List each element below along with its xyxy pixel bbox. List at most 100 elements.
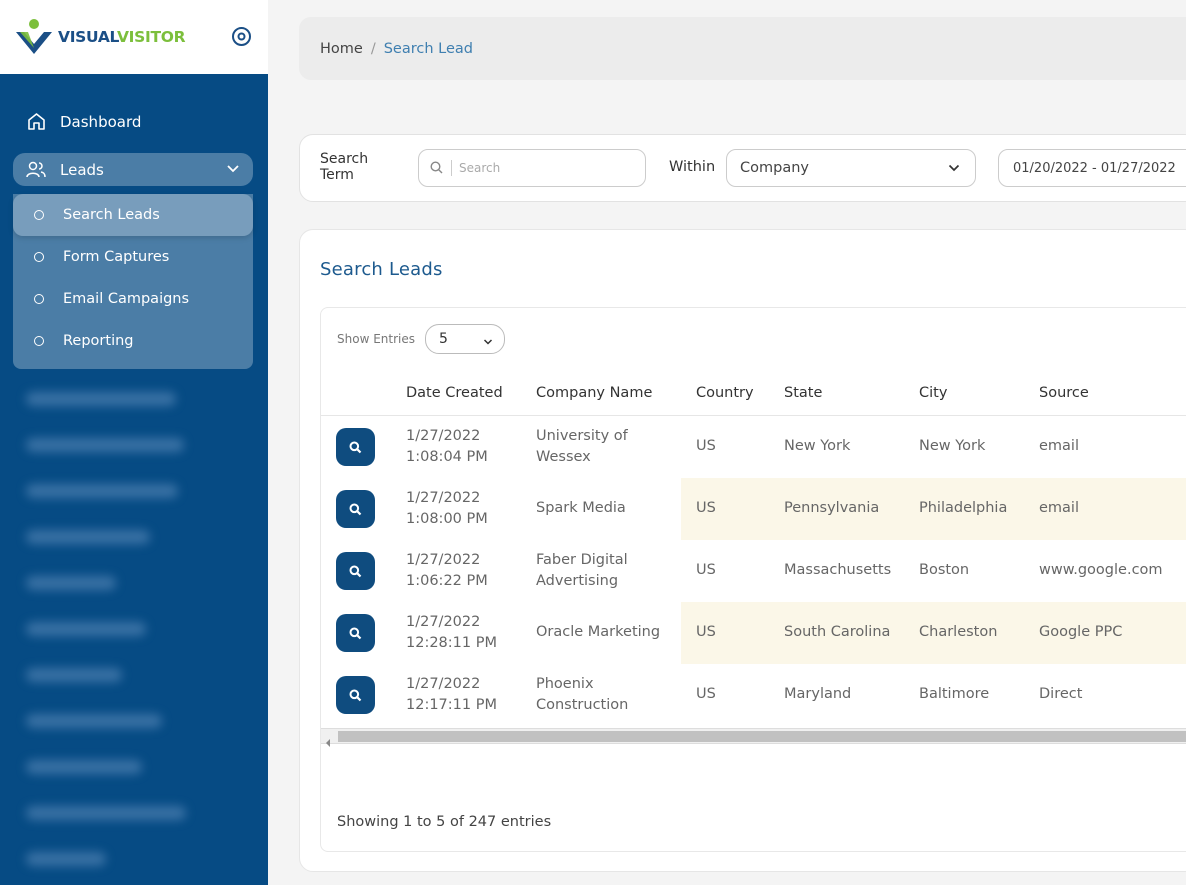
- view-lead-button[interactable]: [336, 676, 375, 714]
- leads-submenu: Search Leads Form Captures Email Campaig…: [13, 194, 253, 369]
- cell-country: US: [696, 438, 716, 454]
- column-header-date-created[interactable]: Date Created: [406, 385, 503, 401]
- cell-city: Philadelphia: [919, 500, 1008, 516]
- cell-source: Google PPC: [1039, 624, 1123, 640]
- brand-name[interactable]: VISUALVISITOR: [58, 28, 186, 46]
- breadcrumb-home-link[interactable]: Home: [320, 40, 363, 57]
- search-icon: [349, 627, 362, 639]
- search-input[interactable]: [459, 161, 619, 175]
- within-label: Within: [669, 159, 716, 175]
- table-row: 1/27/2022 12:17:11 PM Phoenix Constructi…: [321, 664, 1186, 726]
- chevron-down-icon: [483, 335, 493, 351]
- scroll-left-arrow-icon[interactable]: [325, 732, 331, 751]
- leads-table-container: Show Entries 5 Date Created Company Name…: [320, 307, 1186, 852]
- sidebar-item-label: Dashboard: [60, 112, 142, 131]
- table-header: Date Created Company Name Country State …: [321, 370, 1186, 416]
- cell-state: Pennsylvania: [784, 500, 880, 516]
- brand-name-part2: VISITOR: [116, 28, 186, 46]
- within-select[interactable]: Company: [726, 149, 976, 187]
- cell-country: US: [696, 624, 716, 640]
- show-entries-label: Show Entries: [337, 332, 415, 346]
- search-icon: [349, 689, 362, 701]
- search-field[interactable]: [418, 149, 646, 187]
- cell-date-created: 1/27/2022 1:08:04 PM: [406, 426, 488, 468]
- cell-company-name: University of Wessex: [536, 426, 628, 468]
- cell-company-line1: University of: [536, 428, 628, 444]
- sidebar-item-label: Leads: [60, 160, 104, 179]
- view-lead-button[interactable]: [336, 490, 375, 528]
- cell-company-name: Oracle Marketing: [536, 622, 660, 643]
- table-row: 1/27/2022 1:08:04 PM University of Wesse…: [321, 416, 1186, 478]
- cell-company-line1: Spark Media: [536, 500, 626, 516]
- sidebar-item-label: Search Leads: [63, 207, 160, 223]
- circle-icon: [34, 336, 44, 346]
- cell-company-line2: Advertising: [536, 573, 619, 589]
- sidebar-item-form-captures[interactable]: Form Captures: [13, 236, 253, 278]
- within-select-value: Company: [740, 160, 809, 176]
- cell-date: 1/27/2022: [406, 614, 481, 630]
- search-leads-card: Search Leads Show Entries 5 Date Created…: [299, 229, 1186, 872]
- sidebar-item-dashboard[interactable]: Dashboard: [13, 105, 253, 138]
- cell-state: Massachusetts: [784, 562, 892, 578]
- cell-company-line1: Faber Digital: [536, 552, 628, 568]
- sidebar-item-search-leads[interactable]: Search Leads: [13, 194, 253, 236]
- view-lead-button[interactable]: [336, 428, 375, 466]
- entries-info: Showing 1 to 5 of 247 entries: [337, 814, 552, 830]
- cell-city: Baltimore: [919, 686, 990, 702]
- cell-time: 12:17:11 PM: [406, 697, 497, 713]
- horizontal-scrollbar[interactable]: [321, 728, 1186, 747]
- sidebar-item-leads[interactable]: Leads: [13, 153, 253, 186]
- filter-bar: Search Term Within Company 01/20/2022 - …: [299, 134, 1186, 202]
- scrollbar-thumb[interactable]: [338, 731, 1186, 742]
- cell-city: Charleston: [919, 624, 998, 640]
- entries-per-page-select[interactable]: 5: [425, 324, 505, 354]
- circle-icon: [34, 294, 44, 304]
- cell-source: www.google.com: [1039, 562, 1163, 578]
- column-header-state[interactable]: State: [784, 385, 823, 401]
- cell-time: 12:28:11 PM: [406, 635, 497, 651]
- settings-toggle-icon[interactable]: [231, 26, 252, 47]
- cell-time: 1:06:22 PM: [406, 573, 488, 589]
- cell-date: 1/27/2022: [406, 676, 481, 692]
- column-header-country[interactable]: Country: [696, 385, 754, 401]
- breadcrumb-separator: /: [370, 40, 376, 57]
- cell-company-name: Spark Media: [536, 498, 626, 519]
- column-header-city[interactable]: City: [919, 385, 948, 401]
- home-icon: [26, 112, 46, 132]
- cell-time: 1:08:00 PM: [406, 511, 488, 527]
- view-lead-button[interactable]: [336, 552, 375, 590]
- sidebar-item-reporting[interactable]: Reporting: [13, 320, 253, 362]
- sidebar-item-label: Form Captures: [63, 249, 170, 265]
- cell-city: New York: [919, 438, 986, 454]
- view-lead-button[interactable]: [336, 614, 375, 652]
- column-header-source[interactable]: Source: [1039, 385, 1089, 401]
- card-title: Search Leads: [320, 259, 443, 280]
- cell-source: email: [1039, 500, 1079, 516]
- cell-company-line2: Construction: [536, 697, 629, 713]
- breadcrumb: Home / Search Lead: [299, 17, 1186, 80]
- brand-logo-icon: [14, 18, 54, 56]
- cell-company-line2: Wessex: [536, 449, 591, 465]
- sidebar-item-label: Email Campaigns: [63, 291, 190, 307]
- cell-source: email: [1039, 438, 1079, 454]
- cell-date: 1/27/2022: [406, 552, 481, 568]
- brand-name-part1: VISUAL: [58, 28, 117, 46]
- sidebar-item-label: Reporting: [63, 333, 134, 349]
- date-range-input[interactable]: 01/20/2022 - 01/27/2022: [998, 149, 1186, 187]
- search-icon: [430, 159, 443, 178]
- search-icon: [349, 441, 362, 453]
- cell-country: US: [696, 562, 716, 578]
- cell-date-created: 1/27/2022 1:06:22 PM: [406, 550, 488, 592]
- users-icon: [26, 160, 46, 180]
- circle-icon: [34, 252, 44, 262]
- column-header-company-name[interactable]: Company Name: [536, 385, 653, 401]
- sidebar-item-email-campaigns[interactable]: Email Campaigns: [13, 278, 253, 320]
- cell-company-name: Phoenix Construction: [536, 674, 628, 716]
- cell-state: South Carolina: [784, 624, 891, 640]
- chevron-down-icon: [948, 162, 960, 178]
- cell-city: Boston: [919, 562, 970, 578]
- search-term-label: Search Term: [320, 151, 369, 183]
- table-row: 1/27/2022 12:28:11 PM Oracle Marketing U…: [321, 602, 1186, 664]
- sidebar: VISUALVISITOR Dashboard Leads Search Lea…: [0, 0, 268, 885]
- cell-time: 1:08:04 PM: [406, 449, 488, 465]
